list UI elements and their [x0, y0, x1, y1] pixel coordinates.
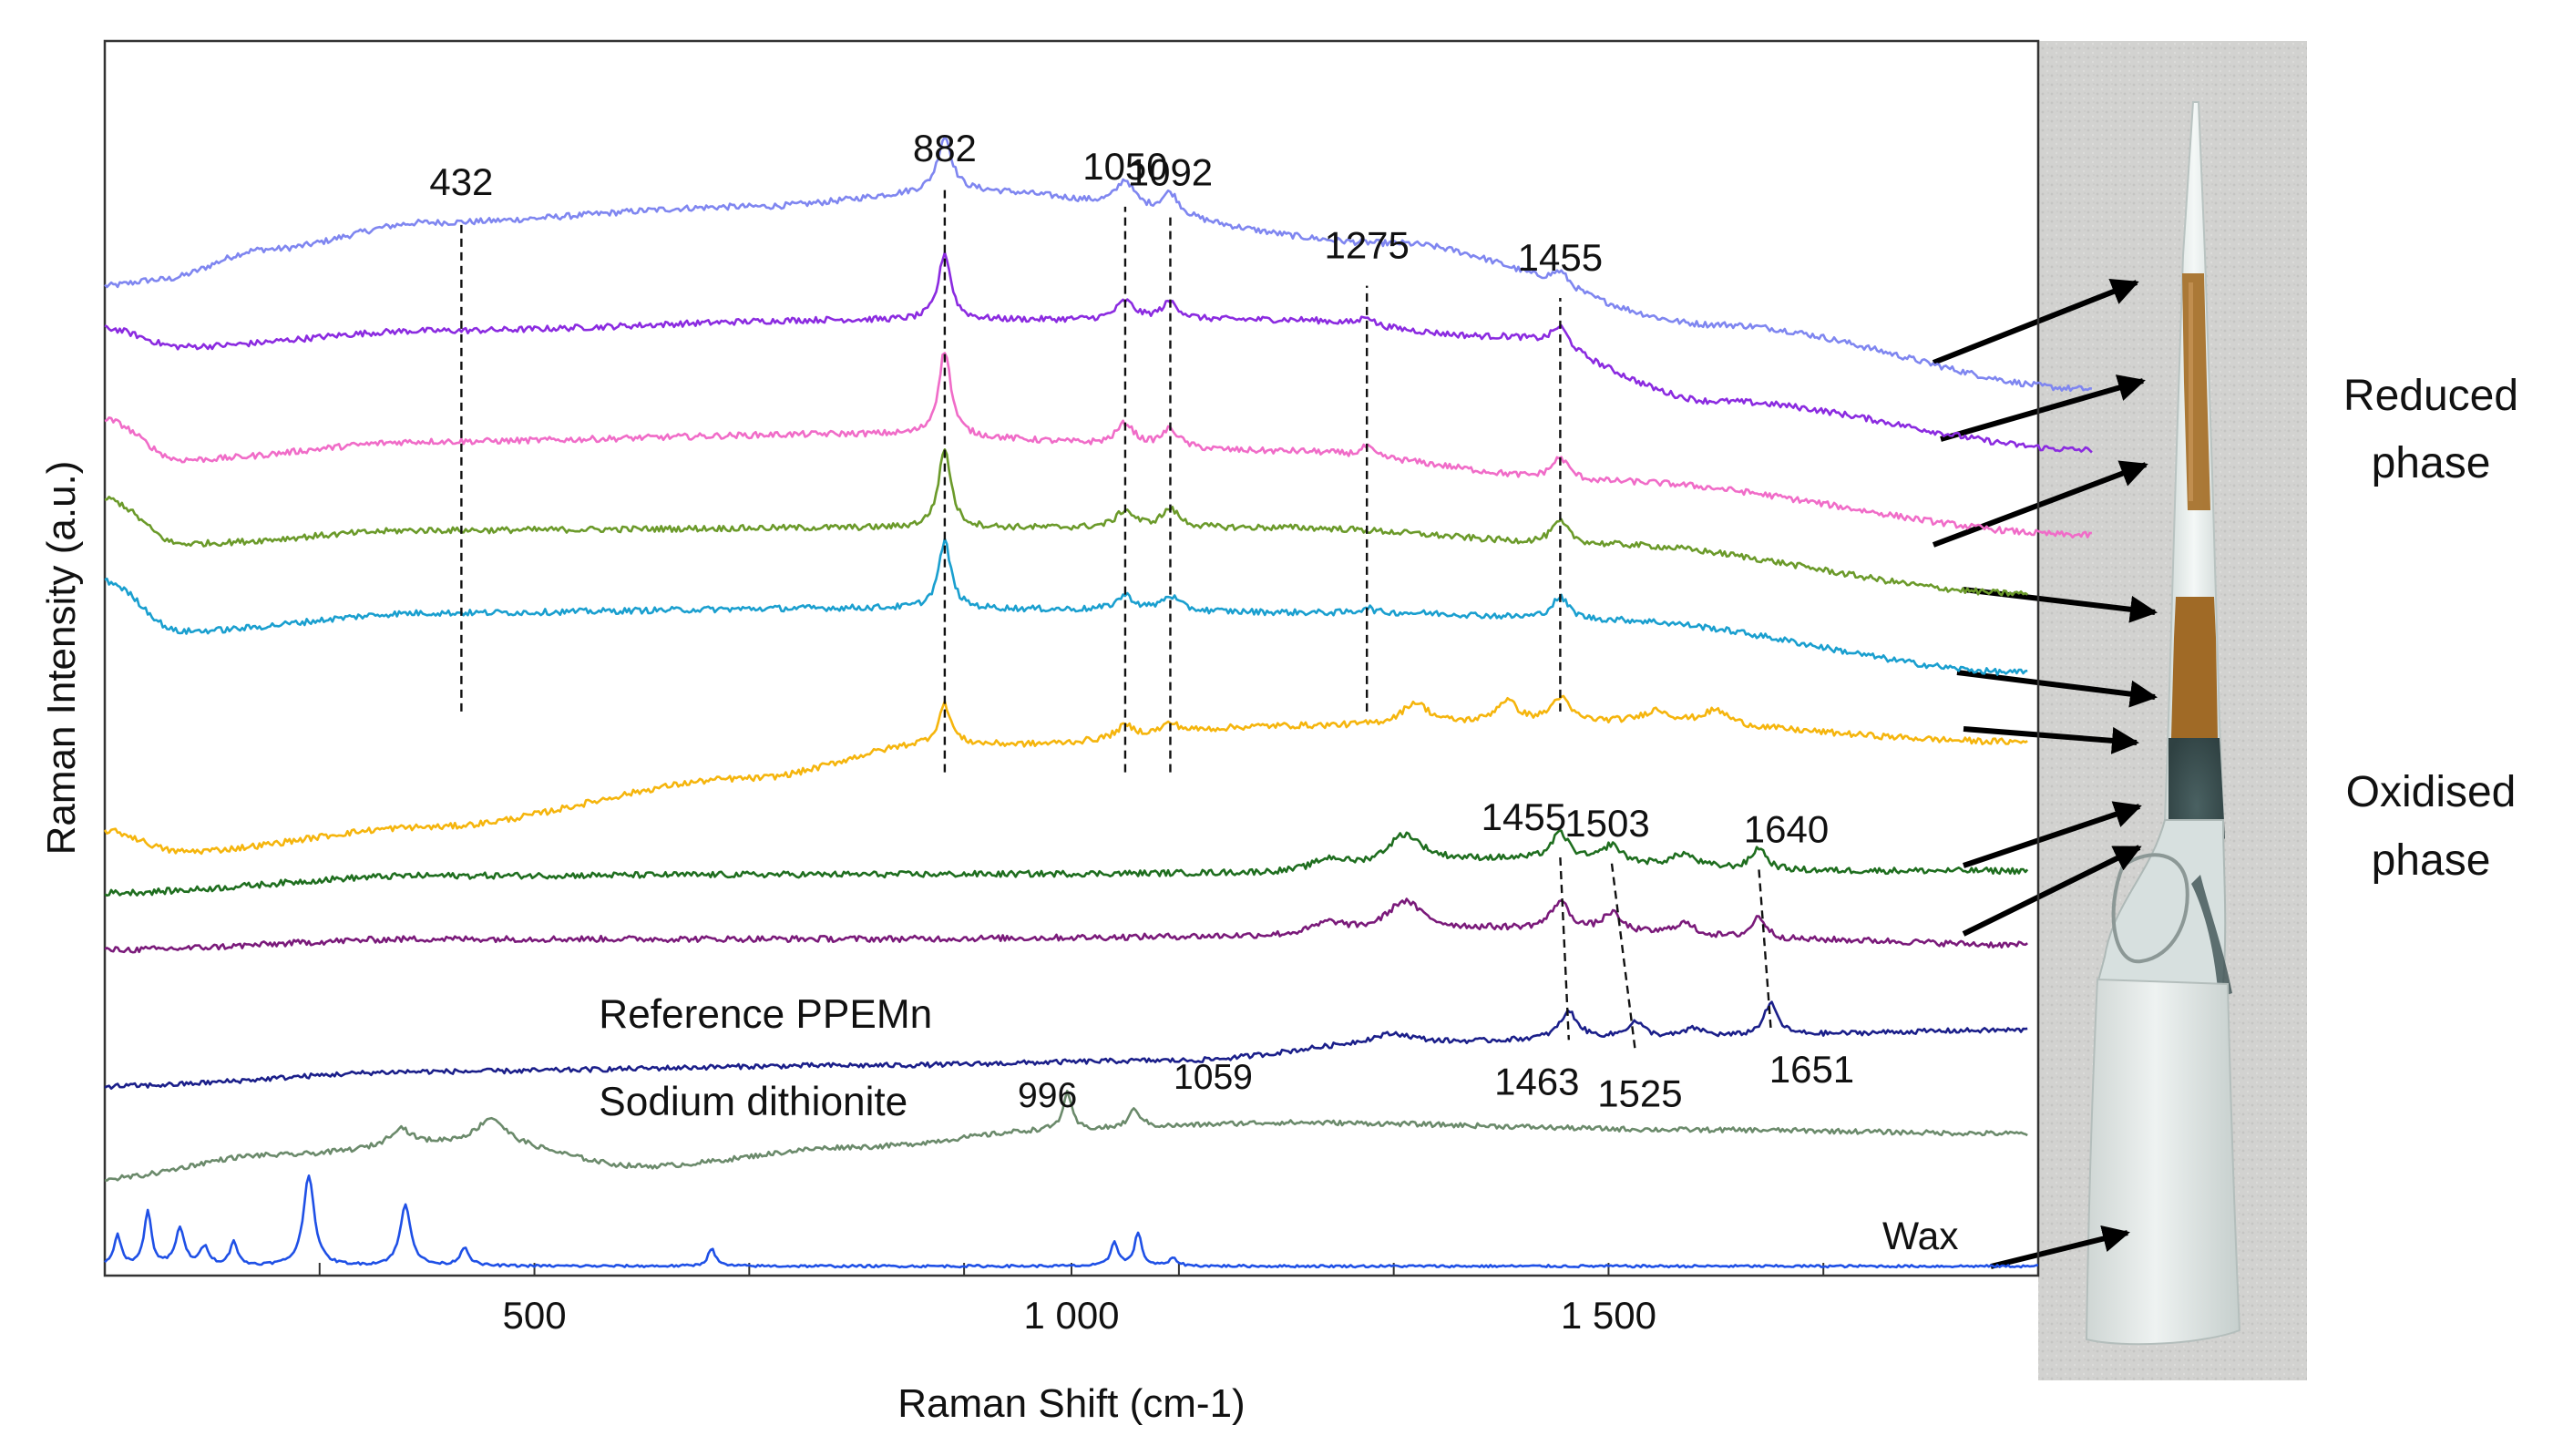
x-axis-ticks: 500 1 000 1 500: [318, 1263, 1825, 1337]
arrow-oxidised-1: [1963, 726, 2139, 754]
series-line-6: [104, 829, 2029, 897]
arrow-oxidised-2: [1963, 801, 2142, 868]
shift-label-bottom-1651: 1651: [1769, 1048, 1854, 1091]
oxidised-phase-label-line2: phase: [2372, 836, 2491, 885]
arrows: [1932, 278, 2158, 1269]
y-axis-label: Raman Intensity (a.u.): [39, 461, 84, 856]
ampoule-bulb-dark: [2191, 875, 2232, 998]
peak-label-1050: 1050: [1082, 145, 1167, 188]
series-line-2: [104, 352, 2093, 539]
bulb-rim: [2111, 853, 2189, 964]
annotation-2: 996: [1018, 1076, 1077, 1115]
arrow-reduced-1: [1932, 278, 2139, 365]
wax-block: [2085, 978, 2241, 1346]
reduced-phase-label-line1: Reduced: [2343, 372, 2518, 420]
arrow-reduced-4: [1963, 587, 2158, 623]
spectra: [103, 136, 2093, 1269]
ampoule-photo: [2038, 41, 2307, 1380]
peak-label-1275: 1275: [1324, 224, 1409, 267]
series-line-8: [104, 1000, 2028, 1090]
annotation-0: Reference PPEMn: [599, 992, 932, 1037]
arrow-oxidised-3: [1962, 845, 2142, 937]
arrow-reduced-3: [1932, 460, 2148, 548]
oxidised-phase-label-line1: Oxidised: [2346, 768, 2517, 816]
arrow-reduced-5: [1956, 670, 2158, 708]
reduced-phase-band-lower: [2171, 597, 2218, 738]
shift-label-bottom-1463: 1463: [1494, 1060, 1579, 1102]
x-tick-label-4: 1 000: [1023, 1294, 1119, 1337]
series-line-1: [104, 251, 2093, 454]
annotation-3: 1059: [1174, 1058, 1253, 1097]
shift-label-top-1640: 1640: [1744, 807, 1829, 850]
series-line-3: [104, 447, 2028, 597]
shift-label-top-1455: 1455: [1482, 795, 1566, 838]
shift-label-bottom-1525: 1525: [1597, 1072, 1682, 1115]
series-line-10: [104, 1174, 2039, 1269]
annotation-1: Sodium dithionite: [599, 1080, 907, 1124]
annotations: Reference PPEMn Sodium dithionite 996 1059 W…: [599, 992, 1958, 1258]
series-line-5: [103, 694, 2028, 856]
x-tick-label-1: 500: [503, 1294, 567, 1337]
series-line-4: [104, 538, 2028, 676]
peak-label-1455: 1455: [1518, 236, 1603, 279]
shift-line-1: [1610, 863, 1637, 1052]
peak-label-432: 432: [429, 160, 493, 203]
peak-label-882: 882: [913, 127, 977, 169]
shift-line-0: [1559, 857, 1571, 1041]
peak-label-1092: 1092: [1128, 151, 1213, 194]
reduced-phase-label-line2: phase: [2372, 439, 2491, 487]
series-line-9: [104, 1089, 2028, 1182]
reduced-phase-highlight: [2189, 282, 2193, 501]
arrow-reduced-2: [1940, 374, 2146, 442]
arrow-wax: [1990, 1225, 2130, 1269]
series-line-0: [104, 136, 2093, 393]
x-tick-label-7: 1 500: [1561, 1294, 1656, 1337]
annotation-4: Wax: [1882, 1215, 1958, 1258]
x-axis-label: Raman Shift (cm-1): [897, 1381, 1245, 1426]
series-line-7: [104, 897, 2028, 954]
shift-label-top-1503: 1503: [1564, 802, 1649, 845]
